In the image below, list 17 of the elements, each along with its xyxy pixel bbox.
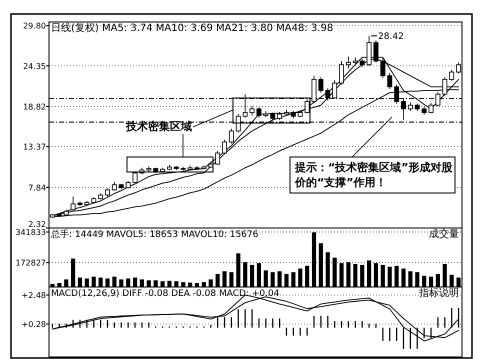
y-tick-label: +2.48 [21,291,46,300]
annotation: 成交量 [429,228,459,240]
y-tick-label: 29.80 [23,22,46,31]
y-tick-label: 341833 [15,228,46,238]
annotation: 28.42 [378,32,404,42]
annotation: 指标说明 [418,287,459,299]
y-tick-label: 13.37 [23,142,46,152]
y-tick-label: 172827 [15,258,46,268]
chart-title: 总手: 14449 MAVOL5: 18653 MAVOL10: 15676 [50,229,259,240]
y-tick-label: +0.28 [21,320,46,330]
chart-title: 日线(复权) MA5: 3.74 MA10: 3.69 MA21: 3.80 MA48: 3.98 [51,22,334,34]
chart-title: MACD(12,26,9) DIFF -0.08 DEA -0.08 MACD: +0.04 [51,289,280,299]
y-tick-label: 7.84 [28,183,46,192]
y-tick-label: 18.82 [23,102,46,112]
y-tick-label: 2.32 [28,220,46,229]
y-tick-label: 24.35 [23,62,46,71]
annotation: 提示：“技术密集区域”形成对股价的“支撑”作用！ [294,161,454,189]
